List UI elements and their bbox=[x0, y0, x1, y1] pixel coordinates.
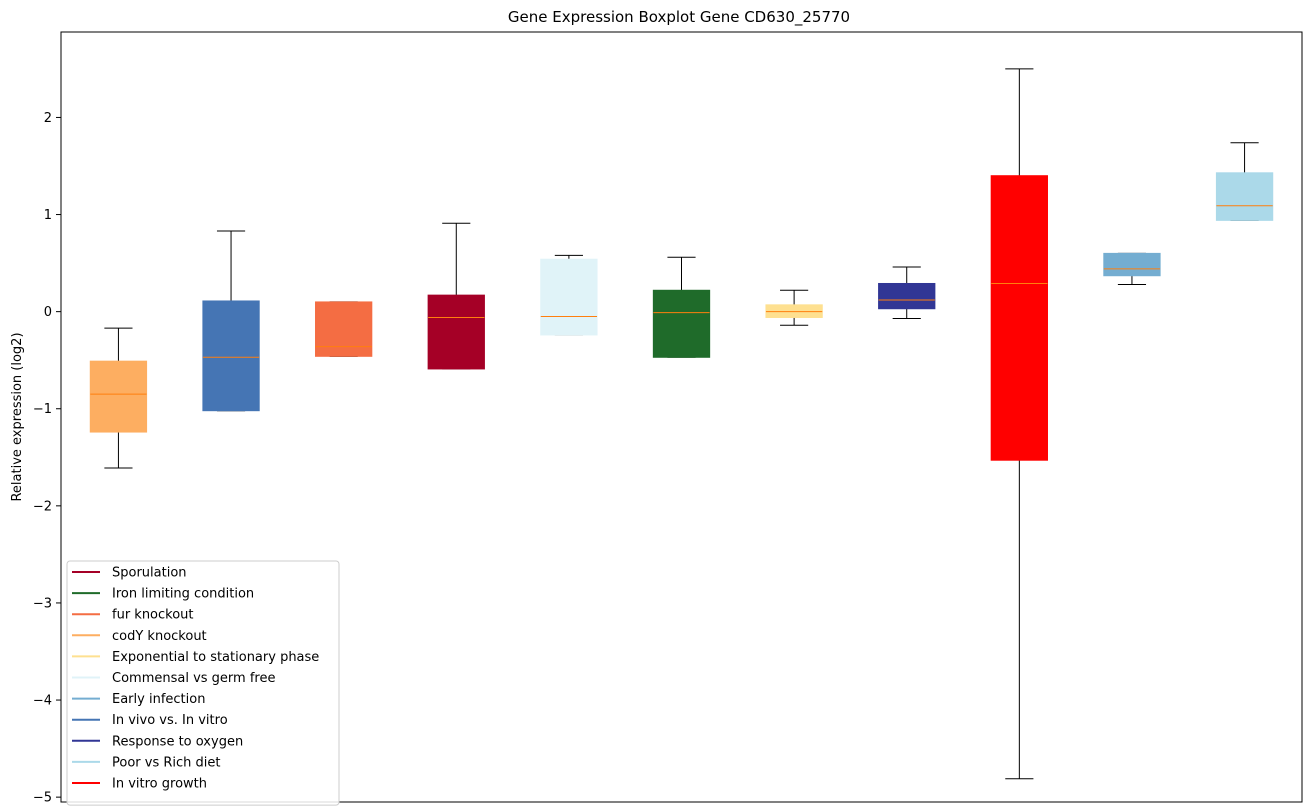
box-1 bbox=[89, 327, 148, 469]
legend-item: Exponential to stationary phase bbox=[72, 650, 319, 665]
y-tick-label: −5 bbox=[33, 791, 52, 806]
legend-label: In vivo vs. In vitro bbox=[112, 713, 228, 728]
chart-title: Gene Expression Boxplot Gene CD630_25770 bbox=[508, 8, 850, 27]
legend-label: codY knockout bbox=[112, 629, 207, 644]
legend-label: Commensal vs germ free bbox=[112, 671, 275, 686]
box-8 bbox=[878, 266, 936, 319]
box-11 bbox=[1215, 142, 1274, 221]
legend: Sporulation Iron limiting condition fur kn… bbox=[66, 560, 340, 806]
y-tick-label: −4 bbox=[33, 694, 52, 709]
legend-item: codY knockout bbox=[72, 629, 207, 644]
y-tick-label: −3 bbox=[33, 596, 52, 611]
box-7 bbox=[765, 289, 823, 326]
legend-label: fur knockout bbox=[112, 608, 194, 623]
legend-label: Response to oxygen bbox=[112, 734, 243, 749]
legend-item: Sporulation bbox=[72, 566, 187, 581]
legend-item: Poor vs Rich diet bbox=[72, 755, 220, 770]
y-tick-label: 1 bbox=[44, 208, 52, 223]
box-body bbox=[315, 301, 373, 357]
box-3 bbox=[315, 301, 373, 357]
legend-item: Commensal vs germ free bbox=[72, 671, 275, 686]
box-body bbox=[540, 258, 598, 336]
plot-frame bbox=[60, 31, 1303, 803]
box-body bbox=[990, 175, 1048, 461]
box-2 bbox=[202, 230, 260, 412]
legend-item: fur knockout bbox=[72, 608, 194, 623]
legend-label: Exponential to stationary phase bbox=[112, 650, 319, 665]
y-tick-label: −2 bbox=[33, 499, 52, 514]
legend-item: Early infection bbox=[72, 692, 205, 707]
box-4 bbox=[427, 222, 485, 370]
box-9 bbox=[990, 68, 1048, 780]
legend-label: In vitro growth bbox=[112, 777, 207, 792]
box-5 bbox=[540, 254, 598, 336]
legend-item: Response to oxygen bbox=[72, 734, 243, 749]
box-10 bbox=[1103, 252, 1161, 285]
box-body bbox=[1103, 252, 1161, 277]
legend-label: Sporulation bbox=[112, 566, 187, 581]
legend-item: Iron limiting condition bbox=[72, 587, 254, 602]
legend-label: Poor vs Rich diet bbox=[112, 755, 220, 770]
y-ticks: −5 −4 −3 −2 −1 0 1 2 bbox=[33, 111, 61, 806]
box-body bbox=[202, 300, 260, 412]
boxes-layer bbox=[89, 68, 1274, 780]
y-tick-label: −1 bbox=[33, 402, 52, 417]
box-body bbox=[427, 294, 485, 370]
box-body bbox=[89, 360, 148, 433]
legend-frame bbox=[66, 560, 340, 806]
legend-item: In vitro growth bbox=[72, 777, 207, 792]
legend-label: Iron limiting condition bbox=[112, 587, 254, 602]
box-body bbox=[652, 289, 711, 358]
box-body bbox=[878, 282, 936, 310]
legend-label: Early infection bbox=[112, 692, 205, 707]
y-tick-label: 2 bbox=[44, 111, 52, 126]
y-tick-label: 0 bbox=[44, 305, 52, 320]
legend-item: In vivo vs. In vitro bbox=[72, 713, 228, 728]
box-body bbox=[1215, 172, 1274, 221]
y-axis-label: Relative expression (log2) bbox=[10, 332, 25, 501]
box-6 bbox=[652, 256, 711, 358]
